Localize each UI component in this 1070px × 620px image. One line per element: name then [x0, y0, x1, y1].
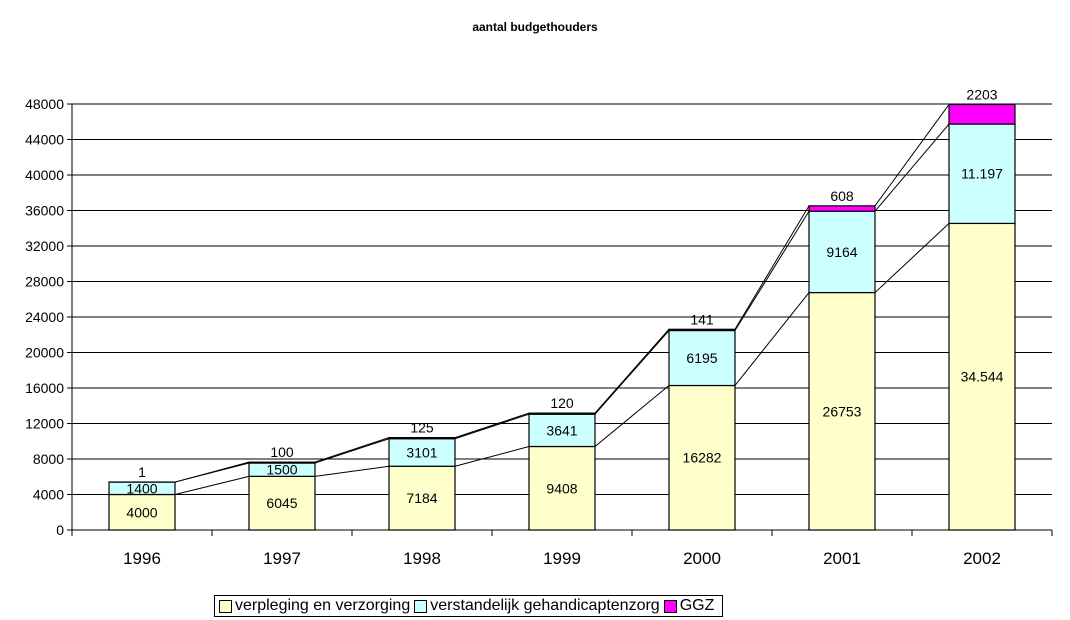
series-connector-lines — [174, 104, 950, 495]
bar-segment — [388, 465, 456, 531]
data-label: 9408 — [546, 480, 577, 496]
bar-segment — [528, 413, 596, 448]
data-label: 125 — [410, 420, 434, 436]
data-label: 7184 — [406, 490, 437, 506]
bar-segment — [388, 438, 456, 467]
data-label: 16282 — [683, 450, 722, 466]
bar-segment — [948, 123, 1016, 225]
y-tick-label: 12000 — [25, 416, 64, 432]
series-connector — [454, 412, 530, 439]
series-connector — [454, 413, 530, 440]
data-label: 9164 — [826, 244, 857, 260]
data-label: 34.544 — [961, 369, 1004, 385]
series-connector — [594, 328, 670, 414]
series-connector — [314, 465, 390, 477]
bar-segment — [668, 328, 736, 332]
series-connector — [314, 438, 390, 464]
y-tick-label: 32000 — [25, 238, 64, 254]
legend-item: verstandelijk gehandicaptenzorg — [414, 597, 660, 615]
bar-segment — [388, 437, 456, 440]
y-tick-label: 28000 — [25, 274, 64, 290]
x-tick-label: 1996 — [123, 549, 161, 568]
data-label: 6195 — [686, 350, 717, 366]
legend-swatch — [219, 599, 232, 613]
legend-label: verstandelijk gehandicaptenzorg — [430, 597, 660, 614]
legend-swatch — [663, 599, 677, 613]
y-tick-label: 4000 — [33, 487, 64, 503]
data-label: 26753 — [823, 403, 862, 419]
axes: 0400080001200016000200002400028000320003… — [25, 96, 1053, 568]
data-label: 6045 — [266, 495, 297, 511]
legend-item: verpleging en verzorging — [219, 597, 410, 615]
bar-segment — [808, 291, 876, 531]
y-tick-label: 8000 — [33, 451, 64, 467]
x-tick-label: 1997 — [263, 549, 301, 568]
data-label: 100 — [270, 444, 294, 460]
data-label: 1400 — [126, 480, 157, 496]
bar-segment — [808, 205, 876, 212]
series-connector — [874, 223, 950, 293]
data-label: 3101 — [406, 444, 437, 460]
legend-swatch — [414, 599, 428, 613]
series-connector — [734, 205, 810, 330]
x-tick-label: 2001 — [823, 549, 861, 568]
bar-segment — [248, 475, 316, 531]
y-tick-label: 44000 — [25, 132, 64, 148]
data-label: 608 — [830, 188, 854, 204]
series-connector — [314, 437, 390, 463]
x-tick-label: 1999 — [543, 549, 581, 568]
bar-segment — [528, 412, 596, 415]
data-label: 141 — [690, 311, 714, 327]
x-tick-label: 2002 — [963, 549, 1001, 568]
y-tick-label: 48000 — [25, 96, 64, 112]
series-connector — [594, 385, 670, 447]
series-connector — [874, 104, 950, 207]
data-label: 4000 — [126, 504, 157, 520]
bars — [108, 103, 1016, 531]
series-connector — [174, 461, 250, 483]
x-tick-label: 1998 — [403, 549, 441, 568]
y-tick-label: 40000 — [25, 167, 64, 183]
y-tick-label: 24000 — [25, 309, 64, 325]
data-label: 1 — [138, 464, 146, 480]
data-label: 3641 — [546, 422, 577, 438]
data-label: 120 — [550, 395, 574, 411]
legend: verpleging en verzorging verstandelijk ge… — [214, 595, 724, 617]
data-label: 2203 — [966, 86, 997, 102]
y-tick-label: 0 — [56, 522, 64, 538]
data-label: 1500 — [266, 462, 297, 478]
bar-segment — [668, 329, 736, 387]
bar-segment — [808, 210, 876, 294]
data-label: 11.197 — [961, 166, 1003, 182]
series-connector — [454, 446, 530, 467]
bar-segment — [948, 103, 1016, 125]
series-connector — [734, 210, 810, 331]
y-tick-label: 36000 — [25, 203, 64, 219]
legend-label: verpleging en verzorging — [235, 597, 411, 614]
y-tick-label: 16000 — [25, 380, 64, 396]
series-connector — [594, 330, 670, 415]
x-tick-label: 2000 — [683, 549, 721, 568]
chart-title: aantal budgethouders — [472, 20, 598, 34]
y-tick-label: 20000 — [25, 345, 64, 361]
series-connector — [874, 123, 950, 212]
series-connector — [174, 475, 250, 495]
series-connector — [734, 292, 810, 386]
legend-label: GGZ — [679, 597, 715, 614]
legend-item: GGZ — [663, 597, 715, 615]
